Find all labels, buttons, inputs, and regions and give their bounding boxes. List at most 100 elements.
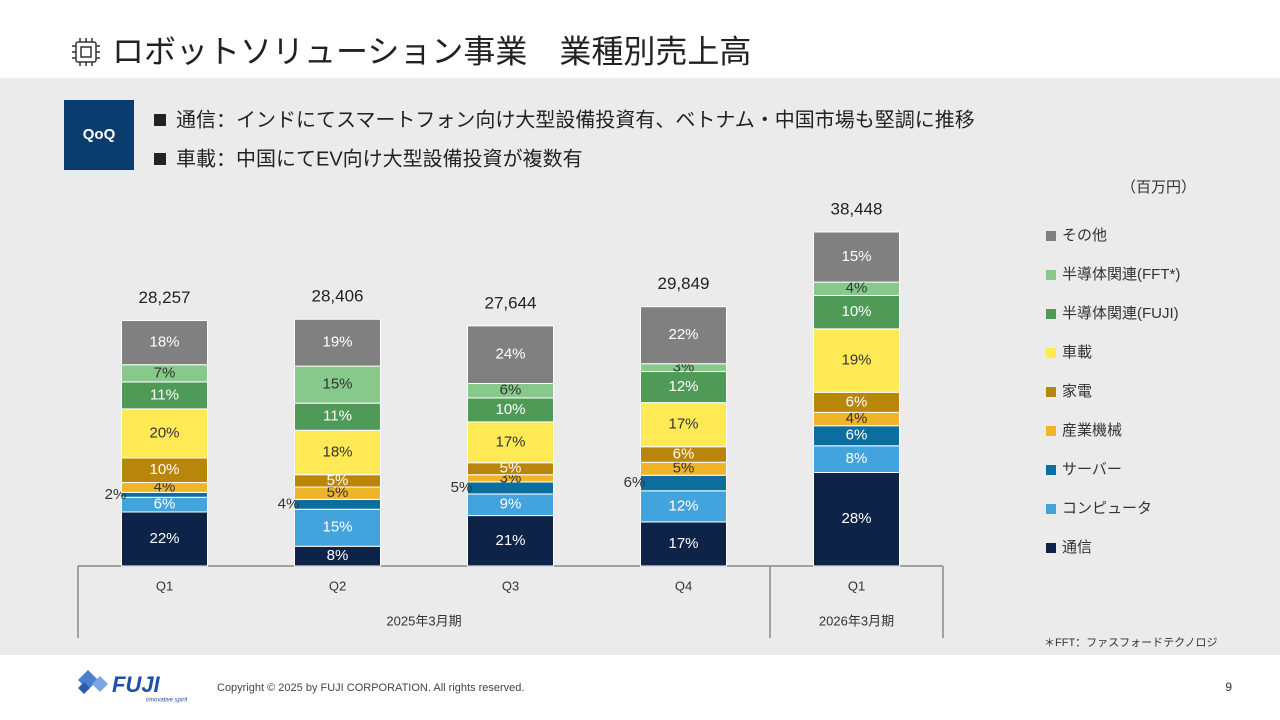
copyright: Copyright © 2025 by FUJI CORPORATION. Al… xyxy=(217,682,524,694)
bar-segment xyxy=(294,365,381,404)
bar-segment xyxy=(294,318,381,367)
data-label: 18% xyxy=(322,443,352,460)
unit-label: （百万円） xyxy=(1121,179,1196,196)
group-label: 2025年3月期 xyxy=(386,613,461,628)
data-label: 5% xyxy=(673,460,695,477)
bar-segment xyxy=(813,328,900,393)
bar-segment xyxy=(813,471,900,567)
bar-segment xyxy=(813,231,900,283)
data-label: 4% xyxy=(846,410,868,427)
legend-swatch xyxy=(1046,465,1056,475)
slide-title: ロボットソリューション事業 業種別売上高 xyxy=(112,33,751,69)
bar-segment xyxy=(813,294,900,330)
bullet-text: 車載：中国にてEV向け大型設備投資が複数有 xyxy=(176,147,583,170)
data-label: 15% xyxy=(841,248,871,265)
bar-segment xyxy=(121,320,208,366)
bullet-text: 通信：インドにてスマートフォン向け大型設備投資有、ベトナム・中国市場も堅調に推移 xyxy=(176,108,975,131)
data-label: 4% xyxy=(846,280,868,297)
logo-tagline: innovative spirit xyxy=(146,698,188,704)
data-label: 5% xyxy=(327,484,349,501)
data-label: 6% xyxy=(500,382,522,399)
bar-segment xyxy=(121,457,208,484)
bullet-square xyxy=(154,114,166,126)
total-label: 28,257 xyxy=(139,288,191,307)
legend-swatch xyxy=(1046,426,1056,436)
legend-label: コンピュータ xyxy=(1062,500,1152,517)
data-label: 9% xyxy=(500,496,522,513)
total-label: 27,644 xyxy=(485,293,537,312)
legend-swatch xyxy=(1046,309,1056,319)
data-label: 8% xyxy=(327,547,349,564)
bar-segment xyxy=(640,371,727,404)
data-label: 4% xyxy=(278,495,300,512)
data-label: 5% xyxy=(500,460,522,477)
bar-segment xyxy=(467,325,554,384)
logo-text: FUJI xyxy=(112,672,161,697)
bar-segment xyxy=(467,515,554,567)
data-label: 20% xyxy=(149,424,179,441)
logo-mark xyxy=(78,670,108,694)
total-label: 28,406 xyxy=(312,287,364,306)
data-label: 17% xyxy=(668,535,698,552)
data-label: 19% xyxy=(841,352,871,369)
legend-swatch xyxy=(1046,543,1056,553)
data-label: 10% xyxy=(149,461,179,478)
data-label: 15% xyxy=(322,376,352,393)
x-tick-label: Q3 xyxy=(502,578,519,593)
legend-label: サーバー xyxy=(1062,461,1122,478)
data-label: 10% xyxy=(495,401,525,418)
x-tick-label: Q1 xyxy=(156,578,173,593)
data-label: 5% xyxy=(451,479,473,496)
data-label: 18% xyxy=(149,334,179,351)
bar-segment xyxy=(640,402,727,448)
bar-segment xyxy=(640,521,727,567)
legend-label: その他 xyxy=(1062,227,1107,244)
legend-swatch xyxy=(1046,270,1056,280)
data-label: 5% xyxy=(327,472,349,489)
total-label: 29,849 xyxy=(658,274,710,293)
legend-swatch xyxy=(1046,231,1056,241)
x-tick-label: Q4 xyxy=(675,578,692,593)
bar-segment xyxy=(640,474,727,492)
bar-segment xyxy=(294,402,381,431)
legend-label: 産業機械 xyxy=(1062,422,1122,439)
data-label: 17% xyxy=(668,416,698,433)
data-label: 6% xyxy=(624,474,646,491)
bar-segment xyxy=(294,429,381,476)
data-label: 12% xyxy=(668,378,698,395)
data-label: 24% xyxy=(495,346,525,363)
group-label: 2026年3月期 xyxy=(819,613,894,628)
title-icon xyxy=(72,38,100,66)
bar-segment xyxy=(813,445,900,473)
data-label: 22% xyxy=(668,326,698,343)
data-label: 6% xyxy=(846,427,868,444)
x-tick-label: Q1 xyxy=(848,578,865,593)
data-label: 6% xyxy=(846,393,868,410)
legend-swatch xyxy=(1046,387,1056,397)
legend-label: 半導体関連(FFT*) xyxy=(1062,266,1180,283)
data-label: 6% xyxy=(673,445,695,462)
data-label: 15% xyxy=(322,519,352,536)
bar-segment xyxy=(640,306,727,365)
bar-segment xyxy=(121,511,208,567)
data-label: 28% xyxy=(841,510,871,527)
legend-label: 車載 xyxy=(1062,344,1092,361)
total-label: 38,448 xyxy=(831,199,883,218)
bar-segment xyxy=(640,490,727,523)
data-label: 11% xyxy=(323,408,352,425)
bar-segment xyxy=(121,381,208,410)
bullet-square xyxy=(154,153,166,165)
data-label: 17% xyxy=(495,433,525,450)
data-label: 7% xyxy=(154,364,176,381)
legend-label: 通信 xyxy=(1062,539,1092,556)
legend-label: 家電 xyxy=(1062,383,1092,400)
data-label: 12% xyxy=(668,497,698,514)
page-number: 9 xyxy=(1225,680,1232,694)
footnote: ＊FFT：ファスフォードテクノロジ xyxy=(1044,636,1218,649)
legend-swatch xyxy=(1046,504,1056,514)
data-label: 6% xyxy=(154,496,176,513)
data-label: 11% xyxy=(150,386,179,403)
data-label: 22% xyxy=(149,530,179,547)
qoq-badge xyxy=(64,100,134,170)
